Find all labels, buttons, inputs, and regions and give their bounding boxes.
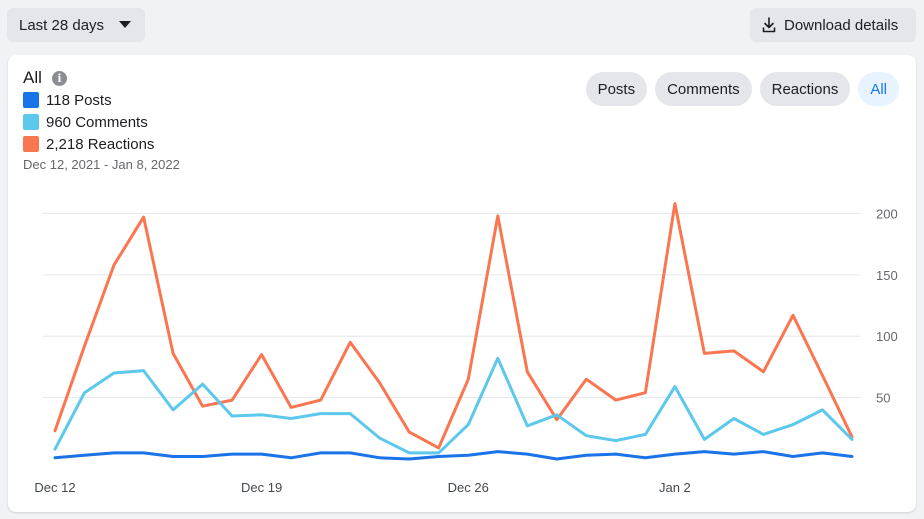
filter-comments-button[interactable]: Comments xyxy=(655,72,752,106)
legend-label-posts: 118 Posts xyxy=(46,91,112,109)
y-tick-label: 50 xyxy=(876,391,890,406)
y-tick-label: 150 xyxy=(876,268,898,283)
card-title-text: All xyxy=(23,68,42,87)
info-icon[interactable]: i xyxy=(51,70,67,86)
series-line-posts xyxy=(53,450,854,461)
y-tick-label: 200 xyxy=(876,206,898,221)
y-tick-label: 100 xyxy=(876,329,898,344)
x-tick-label: Dec 19 xyxy=(241,480,282,495)
x-tick-label: Dec 26 xyxy=(448,480,489,495)
series-line-comments xyxy=(53,356,854,455)
filter-all-button[interactable]: All xyxy=(858,72,899,106)
download-details-label: Download details xyxy=(784,16,899,34)
filter-reactions-button[interactable]: Reactions xyxy=(759,72,851,106)
date-range-dropdown[interactable]: Last 28 days xyxy=(7,8,145,42)
insights-card: 50 100 150 200 Dec 12 Dec 19 Dec 26 Jan 2 All i… xyxy=(8,55,916,512)
caret-down-icon xyxy=(119,21,131,28)
legend-item-reactions: 2,218 Reactions xyxy=(23,133,154,155)
card-title: All i xyxy=(23,68,67,88)
x-tick-label: Dec 12 xyxy=(34,480,75,495)
download-details-button[interactable]: Download details xyxy=(750,8,916,42)
filter-pills: Posts Comments Reactions All xyxy=(585,72,899,106)
legend-item-comments: 960 Comments xyxy=(23,111,154,133)
download-icon xyxy=(762,17,776,33)
filter-posts-button[interactable]: Posts xyxy=(585,72,648,106)
legend-item-posts: 118 Posts xyxy=(23,89,154,111)
legend-label-reactions: 2,218 Reactions xyxy=(46,135,155,153)
date-range-text: Dec 12, 2021 - Jan 8, 2022 xyxy=(23,157,180,172)
date-range-label: Last 28 days xyxy=(19,16,105,34)
series-line-reactions xyxy=(53,202,854,450)
legend: 118 Posts 960 Comments 2,218 Reactions xyxy=(23,89,154,155)
legend-swatch-comments xyxy=(23,114,39,130)
legend-swatch-posts xyxy=(23,92,39,108)
line-chart: 50 100 150 200 Dec 12 Dec 19 Dec 26 Jan 2 xyxy=(34,202,898,495)
legend-swatch-reactions xyxy=(23,136,39,152)
x-tick-label: Jan 2 xyxy=(659,480,691,495)
legend-label-comments: 960 Comments xyxy=(46,113,148,131)
